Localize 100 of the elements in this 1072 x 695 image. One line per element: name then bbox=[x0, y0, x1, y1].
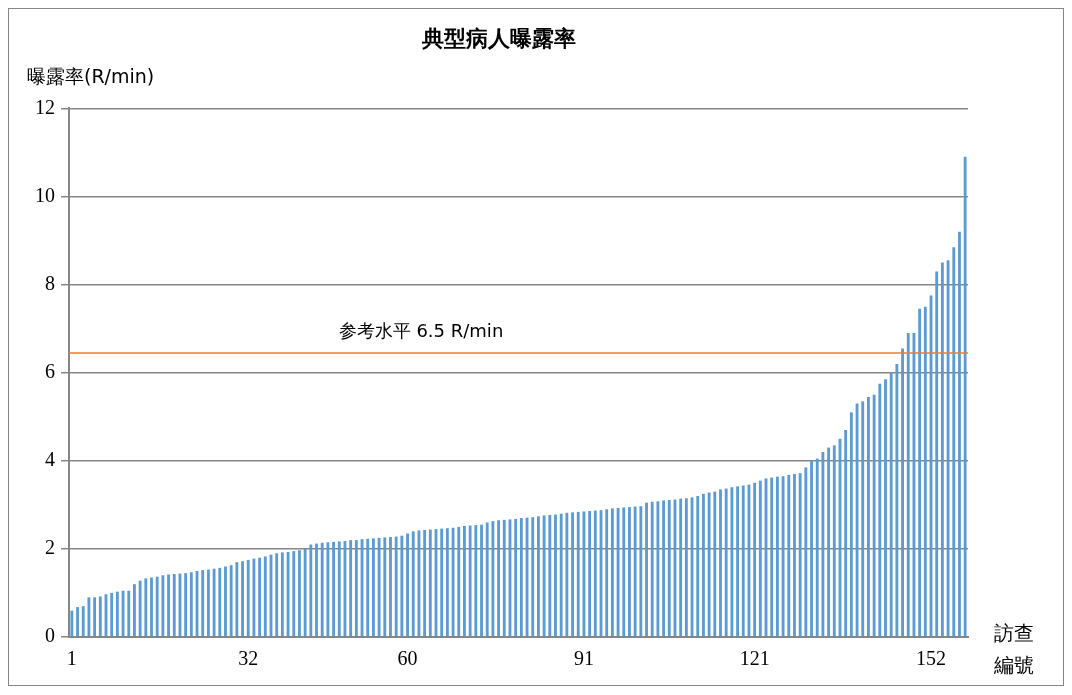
bar bbox=[696, 496, 700, 637]
y-tick-label: 10 bbox=[35, 183, 55, 206]
bar bbox=[70, 610, 74, 637]
bar bbox=[280, 552, 284, 637]
bar bbox=[610, 508, 614, 637]
bar bbox=[337, 541, 341, 637]
bar bbox=[656, 501, 660, 637]
bar bbox=[901, 348, 904, 637]
y-tick-label: 6 bbox=[45, 359, 55, 382]
bar bbox=[775, 476, 779, 637]
bar bbox=[793, 474, 796, 637]
bar bbox=[798, 473, 802, 637]
bar bbox=[110, 592, 114, 637]
bar bbox=[946, 260, 950, 637]
bar bbox=[98, 596, 102, 637]
y-tick-label: 12 bbox=[35, 95, 55, 118]
bar bbox=[758, 480, 762, 637]
bar bbox=[161, 575, 165, 637]
bar bbox=[923, 306, 927, 637]
bar bbox=[423, 529, 427, 637]
bar bbox=[650, 501, 654, 637]
bar bbox=[713, 491, 717, 637]
bar bbox=[878, 383, 882, 637]
bar bbox=[753, 482, 757, 637]
bar bbox=[184, 573, 188, 637]
bar bbox=[457, 526, 461, 637]
bar bbox=[810, 460, 813, 637]
bar bbox=[787, 474, 791, 637]
x-tick-label: 91 bbox=[573, 647, 594, 670]
bar bbox=[952, 247, 956, 637]
bar bbox=[576, 511, 580, 637]
bar bbox=[201, 570, 205, 637]
bar bbox=[76, 607, 79, 637]
y-tick-label: 8 bbox=[45, 271, 55, 294]
bar bbox=[906, 333, 910, 637]
y-tick-label: 0 bbox=[45, 624, 55, 647]
bar bbox=[736, 486, 739, 637]
bar bbox=[531, 517, 535, 637]
bar bbox=[548, 514, 552, 637]
x-axis-title: 訪查編號 bbox=[994, 620, 1035, 679]
bar bbox=[463, 525, 466, 637]
bar bbox=[724, 488, 728, 637]
bar bbox=[366, 538, 370, 637]
y-tick-label: 4 bbox=[45, 448, 55, 471]
bar bbox=[679, 498, 683, 637]
bar bbox=[491, 521, 495, 637]
bar bbox=[212, 568, 216, 637]
bar bbox=[571, 512, 574, 637]
bar bbox=[309, 544, 313, 637]
bar bbox=[400, 535, 404, 637]
bar bbox=[918, 308, 922, 637]
bar bbox=[81, 606, 85, 637]
bar bbox=[394, 536, 398, 637]
bar bbox=[628, 507, 631, 637]
bar bbox=[468, 525, 472, 637]
bar bbox=[93, 597, 97, 637]
bar bbox=[815, 458, 819, 637]
bar bbox=[958, 231, 961, 637]
bar bbox=[707, 492, 711, 637]
bar bbox=[206, 569, 210, 637]
bar bbox=[963, 156, 967, 637]
bar bbox=[872, 394, 876, 637]
bar bbox=[133, 584, 136, 637]
bar bbox=[770, 477, 774, 637]
bar bbox=[440, 528, 444, 637]
bar bbox=[502, 519, 506, 637]
bar bbox=[884, 379, 887, 637]
bar bbox=[821, 451, 825, 637]
x-tick-label: 121 bbox=[739, 647, 770, 670]
bar bbox=[326, 542, 330, 637]
bar bbox=[218, 567, 222, 637]
bar bbox=[252, 558, 256, 637]
bar bbox=[593, 510, 597, 637]
bar bbox=[263, 556, 267, 637]
bar bbox=[474, 525, 478, 637]
bar bbox=[292, 551, 296, 637]
bar bbox=[315, 543, 318, 637]
bar bbox=[189, 572, 193, 637]
bar bbox=[622, 507, 626, 637]
bar bbox=[519, 518, 523, 637]
ref-line-label: 参考水平 6.5 R/min bbox=[338, 319, 504, 341]
bar bbox=[565, 512, 569, 637]
bar bbox=[741, 485, 745, 637]
bar bbox=[889, 372, 893, 637]
bar bbox=[229, 565, 233, 637]
bar bbox=[542, 515, 546, 637]
bar bbox=[138, 580, 142, 637]
bar bbox=[298, 550, 301, 637]
bar bbox=[320, 542, 324, 637]
bar bbox=[895, 363, 899, 637]
bar bbox=[514, 518, 518, 637]
bar bbox=[667, 500, 671, 637]
bar bbox=[781, 476, 785, 637]
x-tick-label: 60 bbox=[397, 647, 418, 670]
bar bbox=[371, 538, 375, 637]
bar bbox=[485, 522, 489, 637]
bar bbox=[849, 412, 853, 637]
bar bbox=[127, 590, 131, 637]
bar bbox=[719, 489, 722, 637]
bar bbox=[172, 574, 176, 637]
